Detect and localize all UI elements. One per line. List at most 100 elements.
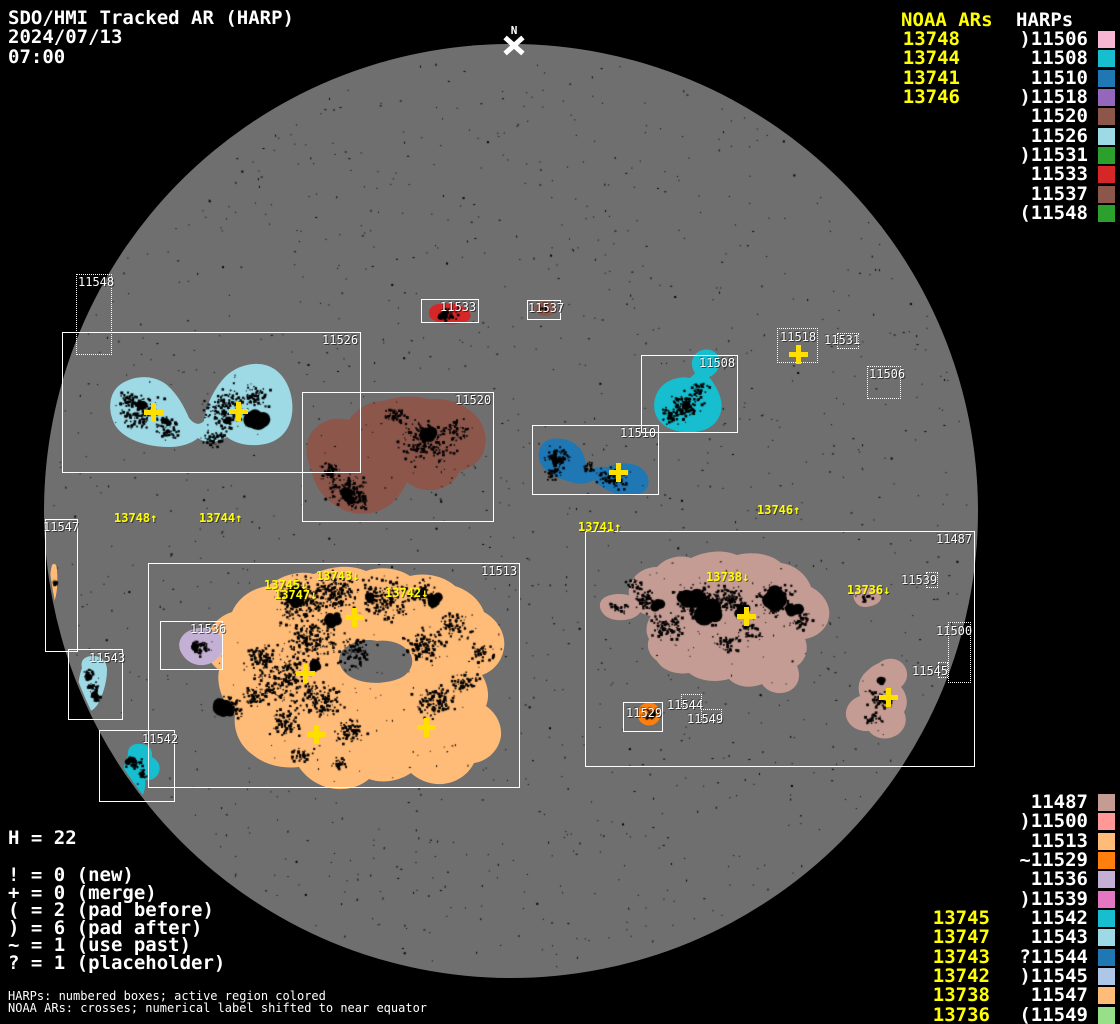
noaa-ars-header: NOAA ARs xyxy=(901,9,993,31)
noaa-cross xyxy=(144,403,163,422)
harp-box-11487 xyxy=(585,531,975,767)
legend-color-swatch xyxy=(1098,1006,1115,1024)
legend-color-swatch xyxy=(1098,832,1115,850)
stats-line: + = 0 (merge) xyxy=(8,881,157,904)
legend-color-swatch xyxy=(1098,890,1115,908)
harp-box-11506 xyxy=(867,366,901,399)
harp-box-label-11520: 11520 xyxy=(455,393,492,407)
legend-color-swatch xyxy=(1098,968,1115,986)
noaa-cross xyxy=(229,402,248,421)
legend-noaa-13742: 13742 xyxy=(932,965,990,988)
noaa-cross xyxy=(879,688,898,707)
harp-box-11549 xyxy=(701,709,722,722)
legend-harp-11518: )11518 xyxy=(1019,86,1088,109)
harp-box-11536 xyxy=(160,621,223,670)
harp-box-label-11545: 11545 xyxy=(912,664,949,678)
legend-harp-11536: 11536 xyxy=(1030,868,1088,891)
legend-harp-11510: 11510 xyxy=(1030,66,1088,89)
harp-box-label-11537: 11537 xyxy=(528,301,565,315)
harp-box-11547 xyxy=(45,519,78,652)
harp-box-11531 xyxy=(837,333,859,349)
harp-box-11537 xyxy=(527,300,561,320)
page-title: SDO/HMI Tracked AR (HARP) xyxy=(8,7,294,29)
harp-box-label-11526: 11526 xyxy=(322,333,359,347)
legend-noaa-13736: 13736 xyxy=(932,1003,990,1024)
harp-box-11526 xyxy=(62,332,361,473)
flag-stats: ! = 0 (new) + = 0 (merge)( = 2 (pad befor… xyxy=(8,866,225,973)
legend-harp-11520: 11520 xyxy=(1030,105,1088,128)
harp-box-11544 xyxy=(681,694,702,707)
harp-box-label-11531: 11531 xyxy=(824,333,861,347)
time-label: 07:00 xyxy=(8,45,66,68)
harp-box-label-11542: 11542 xyxy=(142,732,179,746)
cross-bar xyxy=(796,345,801,364)
noaa-label-13738: 13738↓ xyxy=(706,570,750,584)
noaa-cross xyxy=(345,608,364,627)
legend-harp-11487: 11487 xyxy=(1030,791,1088,813)
harp-box-11543 xyxy=(68,649,123,720)
page-title-block: SDO/HMI Tracked AR (HARP) 2024/07/13 07:00 xyxy=(8,7,294,68)
harps-header: HARPs xyxy=(1016,9,1074,31)
noaa-label-13745: 13745↓ xyxy=(264,578,308,592)
cross-bar xyxy=(744,607,749,626)
north-label: N xyxy=(510,24,518,37)
footer-line-2: NOAA ARs: crosses; numerical label shift… xyxy=(8,1001,428,1015)
harp-box-11542 xyxy=(99,730,175,802)
noaa-label-13747: 13747↓ xyxy=(274,588,318,602)
legend-noaa-13748: 13748 xyxy=(902,28,960,50)
legend-color-swatch xyxy=(1098,166,1115,184)
legend-noaa-13746: 13746 xyxy=(902,86,960,109)
harp-box-11510 xyxy=(532,425,659,495)
legend-color-swatch xyxy=(1098,89,1115,107)
legend-harp-11543: 11543 xyxy=(1030,926,1088,949)
harp-box-label-11536: 11536 xyxy=(190,622,227,636)
harp-box-11529 xyxy=(623,702,663,732)
legend-noaa-13743: 13743 xyxy=(932,945,990,968)
harp-box-label-11549: 11549 xyxy=(687,712,724,726)
harp-box-11533 xyxy=(421,299,479,323)
harp-count: H = 22 xyxy=(8,827,77,849)
legend-noaa-13747: 13747 xyxy=(932,926,990,949)
legend-color-swatch xyxy=(1098,813,1115,831)
legend-noaa-13744: 13744 xyxy=(902,47,960,70)
legend-color-swatch xyxy=(1098,948,1115,966)
legend-harp-11529: ~11529 xyxy=(1019,849,1088,872)
harp-box-11545 xyxy=(938,662,948,678)
legend-harp-11549: (11549 xyxy=(1019,1003,1088,1024)
harp-box-label-11547: 11547 xyxy=(43,520,80,534)
legend-noaa-13741: 13741 xyxy=(902,66,960,89)
harp-box-label-11506: 11506 xyxy=(869,367,906,381)
noaa-label-13741: 13741↑ xyxy=(578,520,622,534)
legend-harp-11526: 11526 xyxy=(1030,124,1088,147)
noaa-label-13746: 13746↑ xyxy=(757,503,801,517)
legend-color-swatch xyxy=(1098,31,1115,48)
noaa-label-13736: 13736↓ xyxy=(847,583,891,597)
harp-box-11548 xyxy=(76,274,112,355)
harp-box-label-11518: 11518 xyxy=(780,330,817,344)
harp-box-11513 xyxy=(148,563,520,788)
legend-harp-11513: 11513 xyxy=(1030,829,1088,852)
legend-color-swatch xyxy=(1098,50,1115,68)
legend-color-swatch xyxy=(1098,929,1115,947)
legend-color-swatch xyxy=(1098,108,1115,126)
noaa-label-13743: 13743↓ xyxy=(316,569,360,583)
cross-bar xyxy=(151,403,156,422)
noaa-label-13744: 13744↑ xyxy=(199,511,243,525)
legend-harp-11500: )11500 xyxy=(1019,810,1088,833)
harp-box-11520 xyxy=(302,392,494,522)
north-x-icon xyxy=(503,35,525,56)
noaa-cross xyxy=(417,718,436,737)
legend-noaa-13745: 13745 xyxy=(932,907,990,930)
harp-box-label-11500: 11500 xyxy=(936,624,973,638)
cross-bar xyxy=(616,463,621,482)
north-pole-marker: N xyxy=(499,24,529,56)
stats-line: ( = 2 (pad before) xyxy=(8,899,214,922)
noaa-cross xyxy=(296,664,315,683)
harp-box-11508 xyxy=(641,355,738,433)
legend-harp-11547: 11547 xyxy=(1030,984,1088,1007)
noaa-cross xyxy=(609,463,628,482)
harp-box-label-11529: 11529 xyxy=(626,706,663,720)
cross-bar xyxy=(886,688,891,707)
legend-color-swatch xyxy=(1098,147,1115,165)
legend-harp-11539: )11539 xyxy=(1019,887,1088,910)
